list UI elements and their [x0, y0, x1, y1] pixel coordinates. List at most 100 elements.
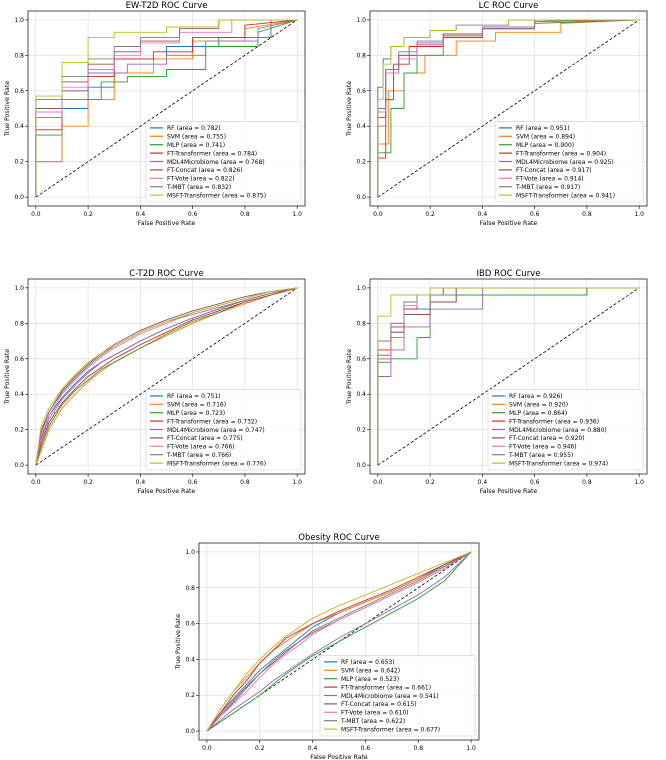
chart-title: IBD ROC Curve	[477, 269, 541, 279]
legend-entry: RF (area = 0.926)	[509, 393, 563, 400]
legend-entry: FT-Vote (area = 0.914)	[516, 176, 584, 183]
legend-entry: MSFT-Transformer (area = 0.941)	[516, 192, 615, 199]
legend-entry: FT-Vote (area = 0.610)	[341, 710, 409, 717]
chance-diagonal-line	[206, 551, 472, 732]
chance-diagonal-line	[377, 287, 640, 466]
legend-entry: T-MBT (area = 0.832)	[166, 184, 231, 191]
x-tick-label: 0.2	[425, 479, 435, 486]
roc-line-msft-transformer	[35, 19, 298, 198]
legend-entry: T-MBT (area = 0.766)	[166, 452, 231, 459]
y-tick-label: 0.8	[356, 52, 366, 59]
roc-line-svm	[206, 551, 472, 732]
legend-entry: FT-Concat (area = 0.917)	[516, 167, 592, 174]
legend-entry: MDL4Microbiome (area = 0.925)	[516, 159, 614, 166]
roc-chart-2: LC ROC Curve 0.0 0.2 0.4 0.6 0.8 1.0 0.0 0.2 0.4 0…	[346, 1, 648, 227]
x-tick-label: 0.4	[308, 745, 318, 752]
x-tick-label: 0.6	[188, 479, 198, 486]
x-tick-label: 1.0	[634, 211, 644, 218]
x-tick-label: 0.2	[425, 211, 435, 218]
legend-entry: FT-Transformer (area = 0.784)	[167, 150, 257, 157]
y-tick-label: 0.0	[356, 462, 366, 469]
x-tick-label: 0.4	[478, 479, 488, 486]
y-tick-label: 0.8	[356, 320, 366, 327]
x-tick-label: 0.6	[530, 479, 540, 486]
x-tick-label: 0.6	[530, 211, 540, 218]
legend-entry: T-MBT (area = 0.622)	[340, 718, 405, 725]
x-tick-label: 1.0	[634, 479, 644, 486]
y-axis-label: True Positive Rate	[346, 349, 353, 405]
y-tick-label: 0.0	[356, 194, 366, 201]
x-tick-label: 0.8	[240, 211, 250, 218]
legend-entry: MLP (area = 0.723)	[167, 410, 225, 417]
legend-entry: MSFT-Transformer (area = 0.974)	[509, 460, 608, 467]
roc-chart-3: C-T2D ROC Curve 0.0 0.2 0.4 0.6 0.8 1.0 0.0 0.2 0…	[4, 269, 306, 495]
legend-entry: MLP (area = 0.864)	[509, 410, 567, 417]
x-tick-label: 0.0	[373, 211, 383, 218]
y-axis-label: True Positive Rate	[346, 81, 353, 137]
legend-entry: FT-Concat (area = 0.920)	[509, 435, 585, 442]
x-tick-label: 0.2	[83, 211, 93, 218]
x-axis-label: False Positive Rate	[480, 220, 538, 227]
legend-entry: RF (area = 0.653)	[341, 659, 395, 666]
roc-chart-5: Obesity ROC Curve 0.0 0.2 0.4 0.6 0.8 1.0 0.0 0.…	[175, 533, 480, 760]
legend-entry: SVM (area = 0.716)	[167, 402, 226, 409]
x-axis-label: False Positive Rate	[310, 754, 368, 760]
legend-entry: MDL4Microbiome (area = 0.768)	[167, 159, 265, 166]
legend: RF (area = 0.951) SVM (area = 0.894)MLP (…	[494, 121, 644, 203]
y-tick-label: 0.4	[14, 391, 24, 398]
x-tick-label: 0.0	[373, 479, 383, 486]
roc-line-t-mbt	[206, 551, 472, 732]
y-tick-label: 0.8	[14, 320, 24, 327]
y-tick-label: 0.6	[356, 356, 366, 363]
legend-entry: FT-Transformer (area = 0.904)	[516, 150, 606, 157]
x-tick-label: 0.8	[582, 479, 592, 486]
legend-entry: RF (area = 0.782)	[167, 125, 221, 132]
roc-chart-4: IBD ROC Curve 0.0 0.2 0.4 0.6 0.8 1.0 0.0 0.2 0.4…	[346, 269, 648, 495]
chart-title: LC ROC Curve	[479, 1, 539, 11]
legend-entry: SVM (area = 0.642)	[341, 668, 400, 675]
y-tick-label: 0.2	[185, 692, 195, 699]
roc-line-msft-transformer	[377, 287, 640, 466]
roc-line-mdl4microbiome	[35, 287, 298, 466]
y-tick-label: 0.2	[356, 427, 366, 434]
legend-entry: FT-Concat (area = 0.615)	[341, 701, 417, 708]
roc-line-ft-vote	[206, 551, 472, 732]
x-axis-label: False Positive Rate	[138, 488, 196, 495]
x-tick-label: 1.0	[292, 211, 302, 218]
roc-line-ft-transformer	[35, 287, 298, 466]
y-tick-label: 1.0	[356, 285, 366, 292]
legend-entry: RF (area = 0.751)	[167, 393, 221, 400]
x-tick-label: 0.8	[413, 745, 423, 752]
y-tick-label: 1.0	[356, 17, 366, 24]
y-tick-label: 0.6	[356, 88, 366, 95]
y-tick-label: 0.6	[14, 356, 24, 363]
y-tick-label: 0.0	[185, 728, 195, 735]
legend-entry: FT-Vote (area = 0.766)	[167, 444, 235, 451]
y-tick-label: 0.2	[356, 159, 366, 166]
plot-frame	[27, 278, 306, 475]
x-tick-label: 0.0	[202, 745, 212, 752]
roc-line-mlp	[377, 287, 640, 466]
legend-entry: MDL4Microbiome (area = 0.880)	[509, 427, 607, 434]
x-tick-label: 1.0	[292, 479, 302, 486]
y-tick-label: 1.0	[14, 17, 24, 24]
legend-entry: T-MBT (area = 0.917)	[515, 184, 580, 191]
x-tick-label: 0.8	[582, 211, 592, 218]
roc-line-msft-transformer	[206, 551, 472, 732]
legend-box	[494, 121, 644, 203]
legend-entry: MLP (area = 0.523)	[341, 676, 399, 683]
legend: RF (area = 0.926) SVM (area = 0.920)MLP (…	[487, 389, 644, 471]
legend-entry: MSFT-Transformer (area = 0.776)	[167, 460, 266, 467]
x-tick-label: 0.4	[478, 211, 488, 218]
y-tick-label: 0.4	[356, 391, 366, 398]
y-tick-label: 1.0	[185, 549, 195, 556]
chart-title: Obesity ROC Curve	[298, 533, 379, 543]
x-tick-label: 0.4	[136, 211, 146, 218]
roc-line-msft-transformer	[35, 287, 298, 466]
legend-entry: MLP (area = 0.900)	[516, 142, 574, 149]
chance-diagonal-line	[35, 19, 298, 198]
y-tick-label: 0.0	[14, 194, 24, 201]
chance-diagonal-line	[377, 19, 640, 198]
x-tick-label: 0.0	[31, 479, 41, 486]
